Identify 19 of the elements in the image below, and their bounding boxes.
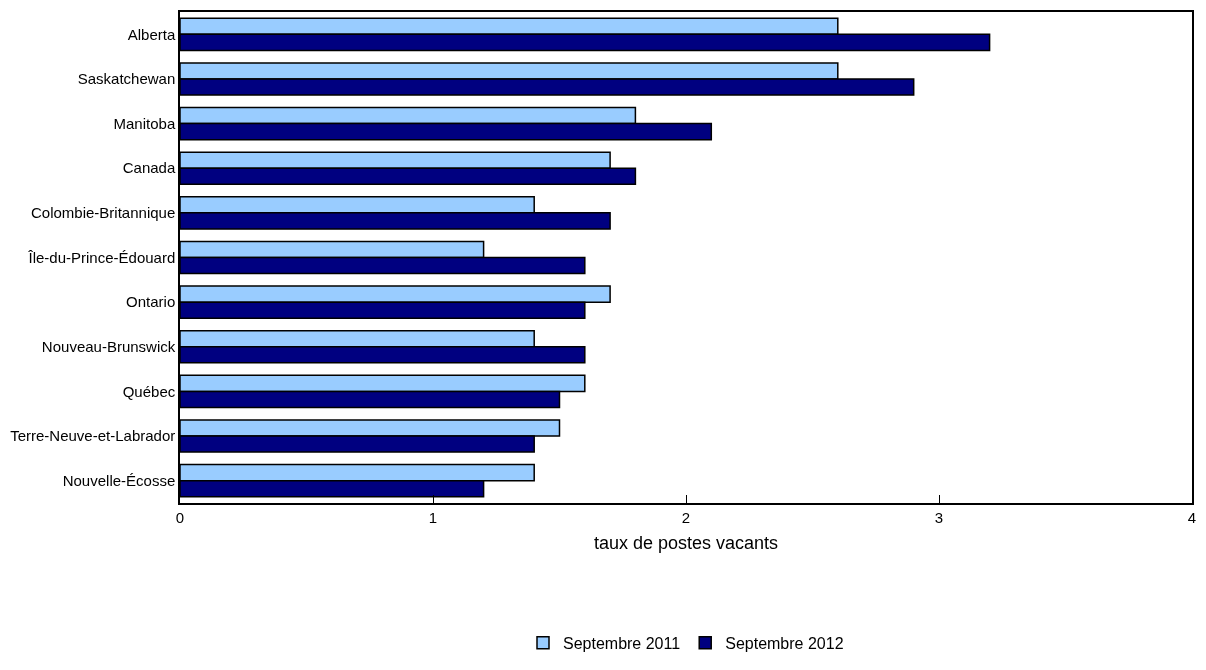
y-tick-label: Nouvelle-Écosse (62, 471, 176, 489)
y-tick-label: Manitoba (113, 114, 176, 132)
x-tick-label: 0 (175, 508, 185, 526)
y-tick-label: Alberta (127, 25, 176, 43)
legend-label: Septembre 2012 (725, 634, 844, 652)
y-tick-label: Canada (122, 159, 176, 177)
y-tick-label: Terre-Neuve-et-Labrador (10, 427, 176, 445)
legend-label: Septembre 2011 (563, 634, 681, 652)
y-tick-label: Québec (122, 382, 176, 400)
y-tick-label: Île-du-Prince-Édouard (27, 248, 176, 266)
x-tick-label: 1 (428, 508, 438, 526)
x-tick-label: 3 (934, 508, 944, 526)
y-tick-label: Ontario (126, 293, 176, 311)
x-axis-title: taux de postes vacants (593, 533, 779, 554)
y-tick-label: Saskatchewan (77, 70, 176, 88)
y-tick-label: Colombie-Britannique (31, 204, 176, 222)
x-tick-label: 4 (1187, 508, 1197, 526)
x-tick-label: 2 (681, 508, 691, 526)
y-tick-label: Nouveau-Brunswick (41, 338, 176, 356)
